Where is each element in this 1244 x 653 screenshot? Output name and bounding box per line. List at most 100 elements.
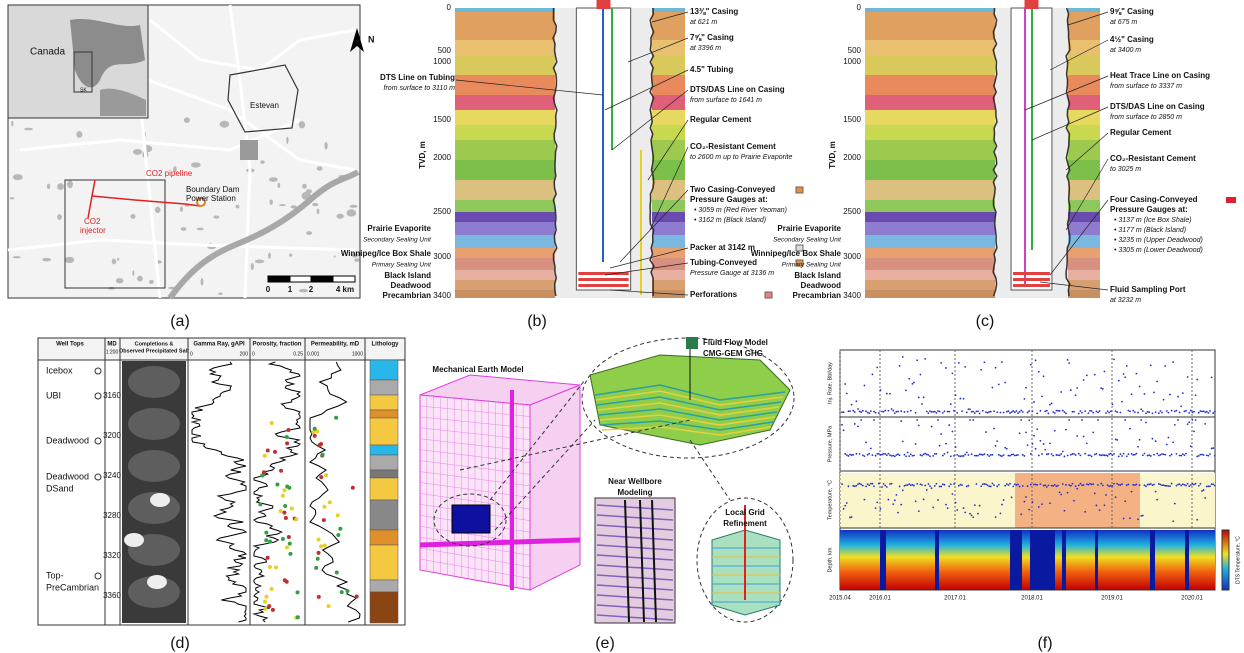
data-point: [1180, 485, 1182, 487]
data-point: [1094, 454, 1096, 456]
data-point: [868, 412, 870, 414]
data-point: [1025, 387, 1027, 389]
data-point: [912, 383, 914, 385]
data-point: [1108, 453, 1110, 455]
data-point: [948, 485, 950, 487]
data-point: [1089, 454, 1091, 456]
sample-point: [295, 590, 299, 594]
data-point: [1179, 455, 1181, 457]
data-point: [1052, 485, 1054, 487]
data-point: [910, 410, 912, 412]
data-point: [1168, 412, 1170, 414]
data-point: [1108, 485, 1110, 487]
sample-point: [294, 517, 298, 521]
lake: [251, 263, 254, 270]
data-point: [1140, 419, 1142, 421]
column-header: Permeability, mD: [311, 342, 360, 348]
data-point: [926, 489, 928, 491]
data-point: [969, 419, 971, 421]
depth-tick: 3400: [843, 291, 861, 300]
data-point: [980, 369, 982, 371]
data-point: [1144, 453, 1146, 455]
data-point: [976, 410, 978, 412]
data-point: [1123, 453, 1125, 455]
data-point: [1169, 485, 1171, 487]
lithology: [370, 470, 398, 478]
annotation: Pressure Gauges at:: [1110, 205, 1188, 214]
data-point: [996, 411, 998, 413]
data-point: [1112, 454, 1114, 456]
data-point: [1188, 485, 1190, 487]
lake: [299, 289, 308, 292]
data-point: [900, 410, 902, 412]
lake: [354, 258, 359, 262]
data-point: [867, 454, 869, 456]
data-point: [1155, 440, 1157, 442]
label: 0: [266, 285, 271, 294]
data-point: [993, 484, 995, 486]
data-point: [860, 411, 862, 413]
date-label: 2017.01: [944, 596, 966, 602]
data-point: [953, 410, 955, 412]
data-point: [1153, 484, 1155, 486]
cube-side: [530, 385, 580, 590]
lake: [57, 183, 64, 190]
panel-label: (f): [1037, 635, 1052, 652]
lake: [112, 258, 117, 264]
data-point: [1201, 411, 1203, 413]
data-point: [966, 412, 968, 414]
data-point: [1064, 456, 1066, 458]
data-point: [1086, 442, 1088, 444]
data-point: [1160, 454, 1162, 456]
data-point: [1166, 410, 1168, 412]
data-point: [856, 453, 858, 455]
data-point: [913, 455, 915, 457]
data-point: [1176, 485, 1178, 487]
heat-gap: [880, 530, 886, 590]
data-point: [904, 485, 906, 487]
label: 1: [288, 285, 293, 294]
heat-gap: [1150, 530, 1155, 590]
data-point: [867, 412, 869, 414]
data-point: [937, 419, 939, 421]
column-header: MD: [107, 342, 117, 348]
colorbar: [1222, 530, 1229, 590]
annotation: at 3232 m: [1110, 297, 1141, 304]
label: injector: [80, 226, 106, 235]
data-point: [1081, 412, 1083, 414]
data-point: [918, 425, 920, 427]
sample-point: [264, 595, 268, 599]
data-point: [1065, 484, 1067, 486]
data-point: [843, 508, 845, 510]
sample-point: [270, 421, 274, 425]
data-point: [1044, 410, 1046, 412]
lake: [191, 162, 201, 167]
annotation: Regular Cement: [1110, 128, 1172, 137]
data-point: [1083, 484, 1085, 486]
annotation: 4½" Casing: [1110, 35, 1154, 44]
data-point: [1211, 376, 1213, 378]
data-point: [1056, 485, 1058, 487]
data-point: [1025, 496, 1027, 498]
annotation: from surface to 1641 m: [690, 97, 762, 104]
data-point: [857, 483, 859, 485]
data-point: [1088, 412, 1090, 414]
data-point: [1008, 455, 1010, 457]
data-point: [1062, 483, 1064, 485]
data-point: [1161, 484, 1163, 486]
annotation: 9⅝" Casing: [1110, 7, 1154, 16]
data-point: [988, 411, 990, 413]
data-point: [907, 411, 909, 413]
data-point: [1094, 374, 1096, 376]
data-point: [974, 455, 976, 457]
lake: [286, 137, 288, 144]
data-point: [1100, 387, 1102, 389]
data-point: [1198, 485, 1200, 487]
heat-gap: [935, 530, 939, 590]
data-point: [881, 454, 883, 456]
data-point: [969, 408, 971, 410]
data-point: [972, 516, 974, 518]
data-point: [848, 485, 850, 487]
sample-point: [258, 502, 262, 506]
data-point: [872, 374, 874, 376]
